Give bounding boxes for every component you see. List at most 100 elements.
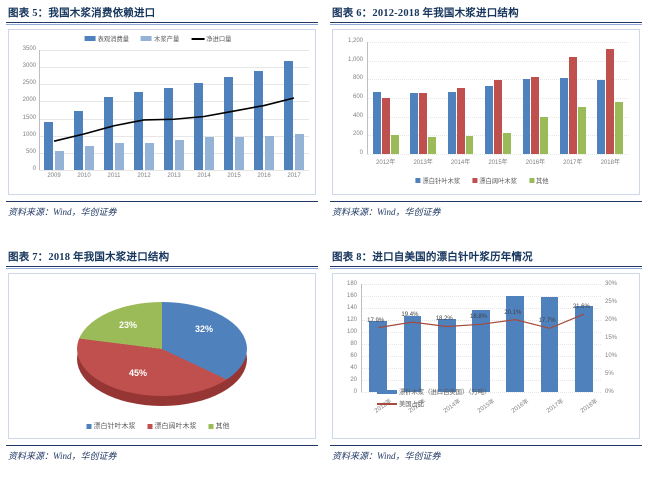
bar-2 — [502, 132, 511, 154]
figure-7-title-rule-thin — [6, 268, 318, 269]
gridline — [39, 84, 309, 86]
gridline — [39, 67, 309, 69]
y-axis-tick: 20 — [350, 376, 357, 383]
bar-pulp-output — [145, 143, 154, 170]
legend-label: 漂白针叶木浆 — [422, 178, 461, 185]
legend-label: 表观消费量 — [97, 36, 130, 43]
data-label-us-share: 20.1% — [504, 309, 522, 316]
pie-slice-label-softwood: 32% — [195, 324, 214, 335]
figure-5-panel: 图表 5：我国木浆消费依赖进口 表观消费量 木浆产量 净进口量 3500 3000… — [0, 0, 324, 243]
pie-top-face — [77, 302, 247, 397]
legend-swatch-icon — [141, 36, 153, 41]
figure-8-source-rule — [330, 445, 642, 446]
figure-5-source-rule — [6, 201, 318, 202]
y-axis-tick: 0 — [353, 388, 357, 395]
bar-us-volume — [369, 321, 388, 392]
x-axis-tick: 2013年 — [413, 160, 433, 166]
legend-swatch-icon — [86, 423, 92, 429]
bar-1 — [568, 56, 577, 154]
figure-7-chart-area: 32% 45% 23% 漂白针叶木浆 漂白阔叶木浆 其他 — [8, 273, 316, 439]
pie-chart: 32% 45% 23% — [77, 302, 247, 407]
bar-pulp-output — [205, 137, 214, 170]
legend-label: 美国占比 — [399, 401, 425, 408]
y-axis-tick: 1,000 — [347, 56, 363, 63]
figure-6-title-rule-thin — [330, 24, 642, 25]
y2-axis-tick: 30% — [605, 280, 618, 287]
legend-entry-net-imports: 净进口量 — [191, 34, 231, 43]
bar-pulp-output — [115, 142, 124, 170]
gridline — [361, 392, 601, 393]
bar-1 — [606, 49, 615, 154]
y-axis-tick: 120 — [346, 316, 357, 323]
bar-2 — [465, 135, 474, 154]
figure-6-chart-area: 1,200 1,000 800 600 400 200 0 2012年 2013年 2014年 20… — [332, 29, 640, 195]
bar-0 — [522, 78, 531, 154]
x-axis-tick: 2012 — [137, 173, 151, 179]
y-axis-tick: 1000 — [22, 131, 36, 138]
figure-8-title-rule — [330, 266, 642, 267]
x-axis-tick: 2010 — [77, 173, 91, 179]
legend-entry-bleached-hardwood: 漂白阔叶木浆 — [472, 176, 517, 185]
bar-1 — [456, 88, 465, 154]
gridline — [361, 308, 601, 309]
figure-5-plot: 3500 3000 2500 2000 1500 1000 500 0 2009 2010 2011… — [23, 46, 309, 179]
figure-7-source-rule — [6, 445, 318, 446]
x-axis-tick: 2009 — [47, 173, 61, 179]
x-axis-tick: 2016年 — [511, 398, 531, 415]
y2-axis-tick: 5% — [605, 370, 614, 377]
y2-axis-tick: 20% — [605, 316, 618, 323]
line-series-us-share — [378, 313, 585, 329]
bar-1 — [381, 98, 390, 154]
figure-5-chart-area: 表观消费量 木浆产量 净进口量 3500 3000 2500 2000 1500 1000… — [8, 29, 316, 195]
bar-apparent-consumption — [164, 88, 173, 170]
bar-pulp-output — [265, 136, 274, 170]
figure-5-source: 资料来源：Wind，华创证券 — [8, 207, 117, 217]
legend-label: 漂针木浆（进口自美国）（万吨） — [399, 389, 491, 396]
gridline — [367, 79, 629, 81]
bar-2 — [615, 102, 624, 154]
legend-entry-pulp-output: 木浆产量 — [141, 34, 179, 43]
figure-8-legend: 漂针木浆（进口自美国）（万吨） 美国占比 — [377, 387, 498, 408]
line-series-net-imports — [53, 97, 295, 142]
legend-entry-bleached-softwood: 漂白针叶木浆 — [415, 176, 460, 185]
figure-6-source: 资料来源：Wind，华创证券 — [332, 207, 441, 217]
x-axis-tick: 2017 — [287, 173, 301, 179]
x-axis-tick: 2016年 — [525, 160, 546, 166]
y-axis-tick: 3500 — [22, 46, 36, 52]
legend-entry-other: 其他 — [528, 176, 549, 185]
bar-2 — [390, 135, 399, 154]
gridline — [367, 154, 629, 155]
figure-5-title-rule — [6, 22, 318, 23]
x-axis-tick: 2018年 — [579, 398, 600, 415]
gridline — [39, 50, 309, 51]
bar-0 — [447, 91, 456, 154]
y2-axis-tick: 0% — [605, 388, 614, 395]
legend-label: 净进口量 — [206, 36, 232, 43]
bar-2 — [577, 106, 586, 154]
y-axis-tick: 140 — [346, 304, 357, 311]
bar-1 — [419, 93, 428, 154]
gridline — [39, 170, 309, 171]
figure-7-legend: 漂白针叶木浆 漂白阔叶木浆 其他 — [86, 421, 238, 431]
data-label-us-share: 17.7% — [538, 318, 556, 325]
bar-apparent-consumption — [284, 60, 293, 170]
bar-apparent-consumption — [254, 70, 263, 170]
y-axis-tick: 0 — [359, 150, 363, 156]
y-axis-tick: 100 — [346, 328, 357, 335]
x-axis-tick: 2018年 — [600, 160, 620, 166]
bar-0 — [485, 85, 494, 154]
y-axis-tick: 400 — [352, 112, 363, 119]
x-axis-tick: 2014 — [197, 173, 211, 179]
y2-axis-tick: 10% — [605, 352, 618, 359]
legend-entry-bleached-softwood: 漂白针叶木浆 — [86, 421, 136, 431]
legend-swatch-icon — [147, 423, 153, 429]
x-axis-tick: 2017年 — [545, 398, 565, 415]
legend-entry-us-softwood-volume: 漂针木浆（进口自美国）（万吨） — [377, 387, 490, 396]
x-axis-tick: 2013 — [167, 173, 181, 179]
y-axis-tick: 800 — [352, 75, 363, 82]
y-axis-line — [367, 42, 368, 154]
legend-swatch-icon — [472, 178, 478, 183]
bar-us-volume — [540, 297, 559, 392]
bar-pulp-output — [85, 145, 94, 170]
